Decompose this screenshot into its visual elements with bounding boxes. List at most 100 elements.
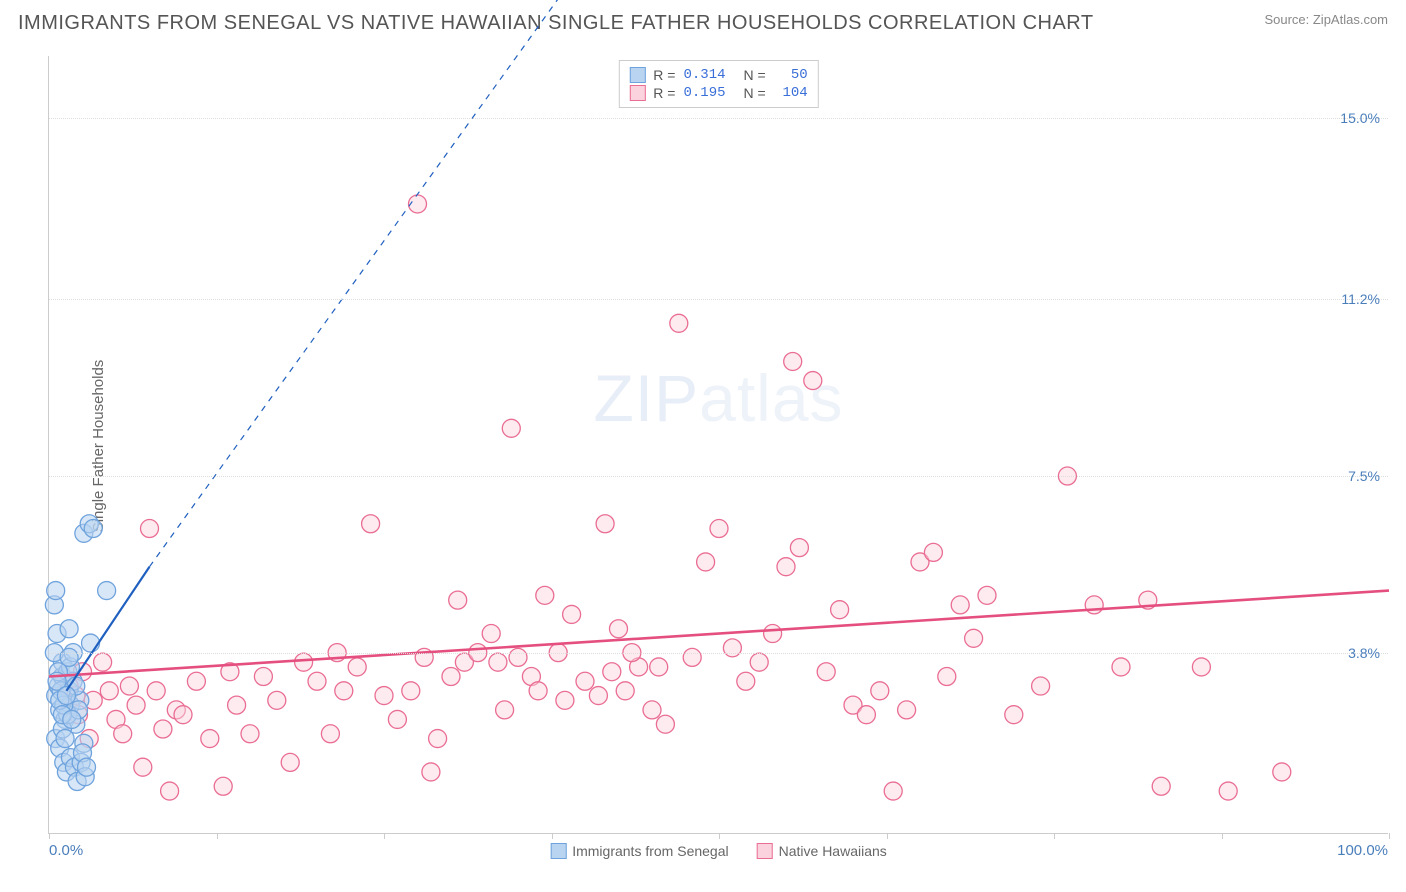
scatter-point — [228, 696, 246, 714]
correlation-legend: R = 0.314 N = 50 R = 0.195 N = 104 — [618, 60, 818, 108]
scatter-point — [817, 663, 835, 681]
scatter-point — [482, 625, 500, 643]
y-tick-label: 11.2% — [1341, 291, 1380, 307]
scatter-point — [114, 725, 132, 743]
x-tick — [887, 833, 888, 839]
scatter-point — [489, 653, 507, 671]
legend-label: Immigrants from Senegal — [572, 843, 728, 859]
r-label: R = — [653, 85, 675, 101]
scatter-point — [187, 672, 205, 690]
scatter-point — [254, 667, 272, 685]
x-tick — [719, 833, 720, 839]
scatter-point — [375, 687, 393, 705]
scatter-point — [362, 515, 380, 533]
scatter-point — [1152, 777, 1170, 795]
scatter-point — [710, 520, 728, 538]
x-tick — [1389, 833, 1390, 839]
scatter-point — [281, 753, 299, 771]
scatter-point — [509, 648, 527, 666]
chart-title: IMMIGRANTS FROM SENEGAL VS NATIVE HAWAII… — [18, 12, 1094, 35]
scatter-point — [429, 730, 447, 748]
x-axis-max: 100.0% — [1337, 842, 1388, 859]
scatter-point — [831, 601, 849, 619]
scatter-point — [161, 782, 179, 800]
scatter-point — [1192, 658, 1210, 676]
scatter-point — [388, 710, 406, 728]
legend-item: Native Hawaiians — [757, 843, 887, 859]
scatter-point — [268, 691, 286, 709]
scatter-point — [697, 553, 715, 571]
scatter-point — [777, 558, 795, 576]
scatter-point — [804, 372, 822, 390]
trend-line — [49, 591, 1389, 677]
gridline — [49, 118, 1388, 119]
scatter-point — [576, 672, 594, 690]
r-label: R = — [653, 67, 675, 83]
scatter-point — [643, 701, 661, 719]
correlation-row-pink: R = 0.195 N = 104 — [629, 85, 807, 101]
scatter-point — [56, 730, 74, 748]
x-tick — [1222, 833, 1223, 839]
scatter-point — [790, 539, 808, 557]
n-label: N = — [744, 67, 766, 83]
legend-item: Immigrants from Senegal — [550, 843, 728, 859]
scatter-point — [449, 591, 467, 609]
scatter-point — [589, 687, 607, 705]
scatter-point — [335, 682, 353, 700]
gridline — [49, 653, 1388, 654]
scatter-point — [924, 543, 942, 561]
scatter-point — [723, 639, 741, 657]
scatter-point — [174, 706, 192, 724]
scatter-point — [100, 682, 118, 700]
scatter-point — [1219, 782, 1237, 800]
scatter-point — [603, 663, 621, 681]
scatter-point — [1005, 706, 1023, 724]
scatter-point — [78, 758, 96, 776]
scatter-point — [737, 672, 755, 690]
trend-line — [150, 0, 559, 567]
y-tick-label: 7.5% — [1348, 468, 1380, 484]
scatter-point — [898, 701, 916, 719]
scatter-point — [84, 520, 102, 538]
scatter-point — [321, 725, 339, 743]
scatter-point — [529, 682, 547, 700]
scatter-point — [857, 706, 875, 724]
scatter-point — [120, 677, 138, 695]
series-legend: Immigrants from Senegal Native Hawaiians — [550, 843, 887, 859]
plot-area: ZIPatlas R = 0.314 N = 50 R = 0.195 N = … — [48, 56, 1388, 834]
x-tick — [49, 833, 50, 839]
scatter-point — [60, 620, 78, 638]
scatter-point — [750, 653, 768, 671]
scatter-point — [147, 682, 165, 700]
scatter-point — [1112, 658, 1130, 676]
scatter-point — [141, 520, 159, 538]
correlation-row-blue: R = 0.314 N = 50 — [629, 67, 807, 83]
chart-svg — [49, 56, 1388, 833]
gridline — [49, 299, 1388, 300]
scatter-point — [241, 725, 259, 743]
legend-swatch — [757, 843, 773, 859]
scatter-point — [951, 596, 969, 614]
n-label: N = — [744, 85, 766, 101]
scatter-point — [496, 701, 514, 719]
scatter-point — [871, 682, 889, 700]
scatter-point — [502, 419, 520, 437]
legend-label: Native Hawaiians — [779, 843, 887, 859]
scatter-point — [422, 763, 440, 781]
y-tick-label: 15.0% — [1340, 110, 1380, 126]
scatter-point — [442, 667, 460, 685]
scatter-point — [308, 672, 326, 690]
n-value-pink: 104 — [774, 85, 808, 101]
legend-swatch-pink — [629, 85, 645, 101]
scatter-point — [656, 715, 674, 733]
scatter-point — [94, 653, 112, 671]
scatter-point — [536, 586, 554, 604]
scatter-point — [683, 648, 701, 666]
n-value-blue: 50 — [774, 67, 808, 83]
scatter-point — [1273, 763, 1291, 781]
scatter-point — [63, 710, 81, 728]
scatter-point — [884, 782, 902, 800]
scatter-point — [938, 667, 956, 685]
scatter-point — [47, 582, 65, 600]
scatter-point — [764, 625, 782, 643]
